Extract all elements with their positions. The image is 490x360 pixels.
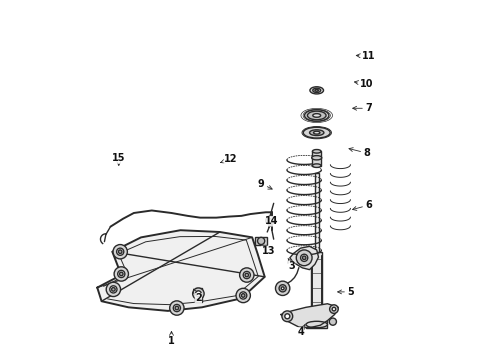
Ellipse shape <box>304 110 329 121</box>
Text: 15: 15 <box>112 153 125 166</box>
Circle shape <box>193 288 204 300</box>
Ellipse shape <box>306 321 327 328</box>
Circle shape <box>118 270 125 278</box>
Ellipse shape <box>315 89 318 91</box>
Text: 2: 2 <box>194 289 202 303</box>
Bar <box>255 237 267 245</box>
Circle shape <box>245 273 248 277</box>
Circle shape <box>236 288 250 303</box>
Circle shape <box>113 244 127 259</box>
Ellipse shape <box>310 87 323 94</box>
Circle shape <box>332 307 336 311</box>
Circle shape <box>170 301 184 315</box>
Circle shape <box>279 285 286 292</box>
Ellipse shape <box>312 156 322 160</box>
Ellipse shape <box>314 131 320 134</box>
Text: 11: 11 <box>356 51 375 61</box>
Bar <box>311 252 322 323</box>
Circle shape <box>281 287 284 290</box>
Circle shape <box>117 248 124 255</box>
Ellipse shape <box>310 130 324 135</box>
Circle shape <box>114 267 128 281</box>
Circle shape <box>242 294 245 297</box>
Polygon shape <box>97 230 265 311</box>
Circle shape <box>282 311 293 321</box>
Text: 13: 13 <box>262 246 275 256</box>
Text: 9: 9 <box>258 179 272 189</box>
Text: 8: 8 <box>349 148 370 158</box>
Bar <box>195 288 202 302</box>
Circle shape <box>243 271 250 279</box>
Circle shape <box>119 250 122 253</box>
Circle shape <box>330 305 338 314</box>
Ellipse shape <box>313 164 321 167</box>
Text: 10: 10 <box>354 79 374 89</box>
Circle shape <box>120 272 123 276</box>
Circle shape <box>106 282 121 297</box>
Bar <box>306 321 327 328</box>
Text: 3: 3 <box>288 258 295 271</box>
Circle shape <box>329 318 337 325</box>
Bar <box>315 173 319 252</box>
Ellipse shape <box>303 127 330 138</box>
Text: 6: 6 <box>353 200 372 210</box>
Circle shape <box>296 250 312 266</box>
Ellipse shape <box>313 149 321 153</box>
Circle shape <box>240 292 247 299</box>
Bar <box>313 151 321 166</box>
Circle shape <box>112 288 115 291</box>
Text: 12: 12 <box>220 154 238 164</box>
Circle shape <box>110 286 117 293</box>
Circle shape <box>300 254 308 261</box>
Circle shape <box>240 268 254 282</box>
Circle shape <box>266 216 274 225</box>
Text: 7: 7 <box>353 103 372 113</box>
Polygon shape <box>281 304 338 328</box>
Circle shape <box>196 291 201 297</box>
Text: 5: 5 <box>338 287 354 297</box>
Text: 14: 14 <box>265 216 279 228</box>
Text: 1: 1 <box>168 332 175 346</box>
Circle shape <box>258 237 265 244</box>
Circle shape <box>275 281 290 296</box>
Text: 4: 4 <box>297 325 305 337</box>
Ellipse shape <box>307 111 326 120</box>
Circle shape <box>269 219 272 222</box>
Circle shape <box>175 306 179 310</box>
Ellipse shape <box>313 114 320 117</box>
Circle shape <box>302 256 306 260</box>
Circle shape <box>285 314 290 319</box>
Ellipse shape <box>313 88 320 93</box>
Polygon shape <box>290 246 318 270</box>
Circle shape <box>173 305 180 312</box>
